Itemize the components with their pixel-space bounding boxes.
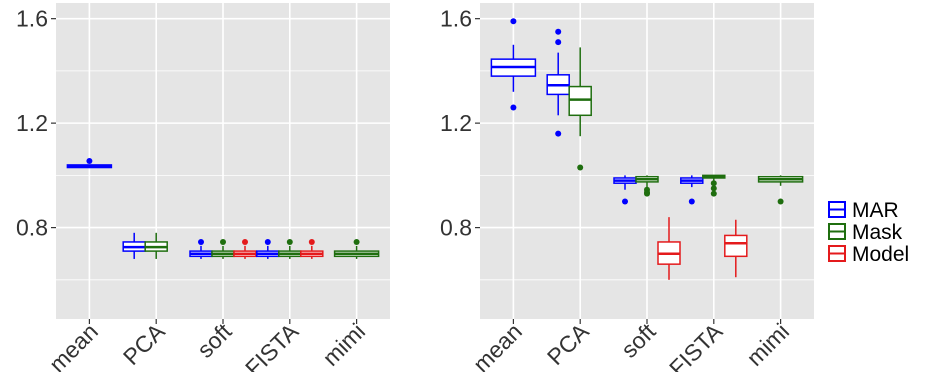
box-PCA-mask: [144, 232, 168, 259]
box-mean-mar: [66, 158, 113, 169]
x-tick-label: mean: [44, 318, 103, 372]
outlier-point: [555, 28, 562, 35]
x-tick-label: PCA: [542, 318, 594, 370]
outlier-point: [555, 39, 562, 46]
outlier-point: [264, 238, 271, 245]
y-tick-label: 1.6: [440, 6, 472, 32]
box-PCA-mar: [546, 28, 570, 137]
box-soft-model: [233, 238, 257, 259]
outlier-point: [308, 238, 315, 245]
legend: MAR Mask Model: [828, 199, 909, 266]
box-FISTA-mar: [680, 175, 704, 205]
outlier-point: [710, 185, 717, 192]
outlier-point: [777, 198, 784, 205]
x-tick-label: soft: [192, 318, 237, 363]
y-tick-label: 1.6: [16, 6, 48, 32]
outlier-point: [622, 198, 628, 205]
outlier-point: [644, 190, 650, 197]
box-FISTA-model: [724, 219, 748, 278]
outlier-point: [555, 130, 562, 137]
outlier-point: [510, 104, 517, 111]
box-FISTA-model: [300, 238, 324, 259]
x-tick-label: mimi: [317, 318, 370, 371]
y-tick-label: 1.2: [16, 110, 48, 136]
x-tick-label: soft: [616, 318, 661, 363]
outlier-point: [577, 164, 584, 171]
outlier-point: [710, 190, 717, 197]
outlier-point: [86, 158, 93, 164]
outlier-point: [353, 238, 360, 245]
y-tick-label: 0.8: [16, 215, 48, 241]
legend-label-mar: MAR: [852, 199, 899, 222]
outlier-point: [688, 198, 695, 205]
box-soft-model: [657, 217, 681, 280]
box-mimi-mask: [757, 175, 804, 205]
outlier-point: [220, 238, 226, 245]
box-FISTA-mask: [702, 174, 726, 197]
x-tick-label: mean: [468, 318, 527, 372]
box-soft-mar: [189, 238, 213, 259]
outlier-point: [286, 238, 293, 245]
box-iqr: [724, 234, 748, 258]
box-PCA-mask: [568, 47, 592, 171]
y-tick-label: 1.2: [440, 110, 472, 136]
outlier-point: [198, 238, 204, 245]
box-mimi-mask: [333, 238, 380, 259]
x-tick-label: mimi: [741, 318, 794, 371]
x-tick-label: PCA: [118, 318, 170, 370]
box-soft-mask: [635, 175, 659, 197]
x-tick-label: FISTA: [240, 318, 304, 372]
left-boxplot-panel: 0.8 1.2 1.6 mean PCA soft FISTA mimi: [16, 3, 390, 372]
outlier-point: [510, 18, 517, 25]
legend-label-mask: Mask: [852, 221, 903, 244]
right-boxplot-panel: 0.8 1.2 1.6 mean PCA soft FISTA mimi: [440, 3, 814, 372]
outlier-point: [710, 180, 717, 187]
x-tick-label: FISTA: [664, 318, 728, 372]
outlier-point: [242, 238, 248, 245]
box-mean-mar: [490, 18, 537, 111]
box-iqr: [568, 85, 592, 117]
y-tick-label: 0.8: [440, 215, 472, 241]
legend-label-model: Model: [852, 243, 909, 266]
